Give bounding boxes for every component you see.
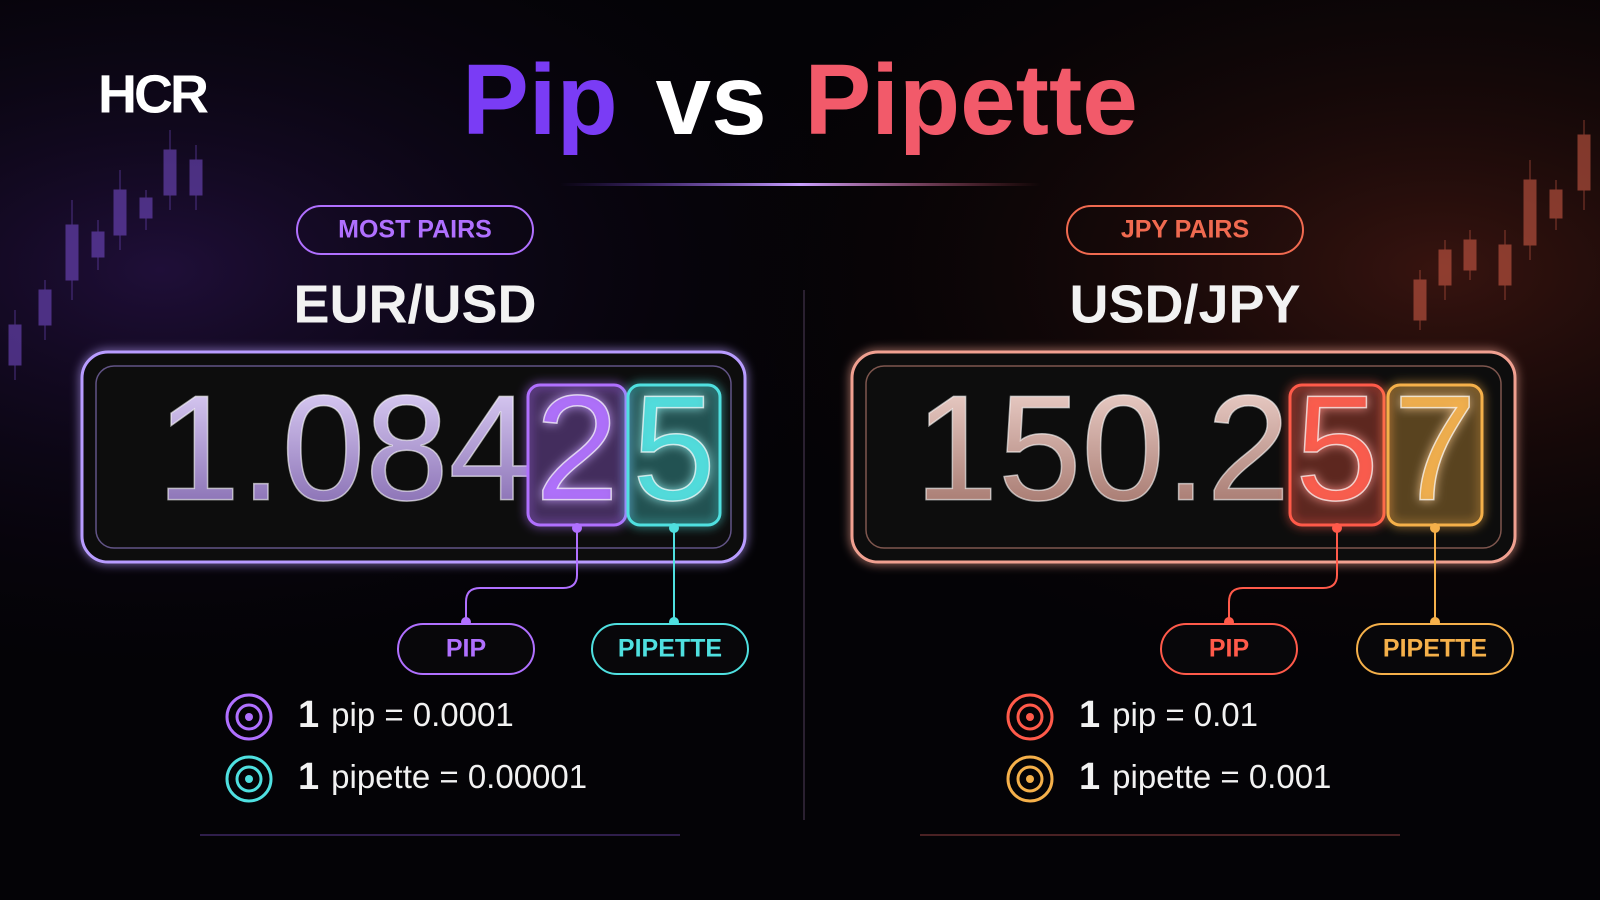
definition-icon-core bbox=[1026, 775, 1034, 783]
pipette-digit: 7 bbox=[1393, 364, 1476, 532]
definition-count: 1 bbox=[1079, 694, 1100, 736]
title-pip: Pip bbox=[462, 44, 618, 156]
definition-icon-core bbox=[245, 713, 253, 721]
rate-prefix: 1.084 bbox=[157, 364, 532, 532]
pip-label-pill bbox=[397, 623, 535, 675]
definition-icon-core bbox=[1026, 713, 1034, 721]
definition-icon-outer bbox=[225, 755, 273, 803]
definition: 1 pip = 0.0001 bbox=[298, 694, 514, 736]
title-vs: vs bbox=[655, 44, 766, 156]
pipette-label-pill bbox=[1356, 623, 1514, 675]
definition: 1 pip = 0.01 bbox=[1079, 694, 1258, 736]
definition-icon-core bbox=[245, 775, 253, 783]
pipette-digit: 5 bbox=[632, 364, 715, 532]
definition-text: pipette = 0.001 bbox=[1112, 758, 1331, 795]
definition-icon-mid bbox=[1016, 703, 1044, 731]
pip-connector bbox=[1228, 528, 1338, 622]
pip-label: PIP bbox=[1209, 635, 1249, 663]
definition-icon-mid bbox=[1016, 765, 1044, 793]
pip-connector bbox=[465, 528, 578, 622]
connector-dot bbox=[1332, 523, 1342, 533]
badge-text: MOST PAIRS bbox=[338, 216, 492, 244]
pair-name: EUR/USD bbox=[293, 274, 536, 334]
rate-prefix: 150.2 bbox=[915, 364, 1290, 532]
definition: 1 pipette = 0.00001 bbox=[298, 756, 587, 798]
definition-text: pip = 0.0001 bbox=[331, 696, 514, 733]
definition-text: pipette = 0.00001 bbox=[331, 758, 587, 795]
badge-text: JPY PAIRS bbox=[1121, 216, 1249, 244]
definition: 1 pipette = 0.001 bbox=[1079, 756, 1331, 798]
foot-line-left bbox=[200, 834, 680, 836]
foot-line-right bbox=[920, 834, 1400, 836]
pipette-label: PIPETTE bbox=[618, 635, 722, 663]
badge-pill bbox=[296, 205, 534, 255]
pip-label-pill bbox=[1160, 623, 1298, 675]
title-pipette: Pipette bbox=[805, 44, 1138, 156]
definition-text: pip = 0.01 bbox=[1112, 696, 1258, 733]
pip-digit: 5 bbox=[1295, 364, 1378, 532]
rate-frame-inner bbox=[95, 365, 732, 549]
definition-icon-outer bbox=[225, 693, 273, 741]
pipette-label-pill bbox=[591, 623, 749, 675]
definition-count: 1 bbox=[298, 694, 319, 736]
badge-pill bbox=[1066, 205, 1304, 255]
pip-digit: 2 bbox=[535, 364, 618, 532]
connector-dot bbox=[572, 523, 582, 533]
definition-icon-outer bbox=[1006, 693, 1054, 741]
panel: JPY PAIRS USD/JPY 150.2 5 7 PIP PIPETTE 1 pip = … bbox=[850, 205, 1517, 803]
candles-left bbox=[8, 130, 203, 380]
definition-icon-outer bbox=[1006, 755, 1054, 803]
logo: HCR bbox=[98, 64, 208, 124]
title-underline bbox=[560, 183, 1040, 186]
pipette-label: PIPETTE bbox=[1383, 635, 1487, 663]
pair-name: USD/JPY bbox=[1069, 274, 1300, 334]
definition-count: 1 bbox=[298, 756, 319, 798]
rate-frame-inner bbox=[865, 365, 1502, 549]
panel: MOST PAIRS EUR/USD 1.084 2 5 PIP PIPETTE 1 pip =… bbox=[80, 205, 749, 803]
connector-dot bbox=[669, 523, 679, 533]
candles-right bbox=[1413, 120, 1591, 330]
title: Pip vs Pipette bbox=[462, 44, 1138, 156]
definition-count: 1 bbox=[1079, 756, 1100, 798]
definition-icon-mid bbox=[235, 765, 263, 793]
connector-dot bbox=[1430, 523, 1440, 533]
pip-label: PIP bbox=[446, 635, 486, 663]
definition-icon-mid bbox=[235, 703, 263, 731]
